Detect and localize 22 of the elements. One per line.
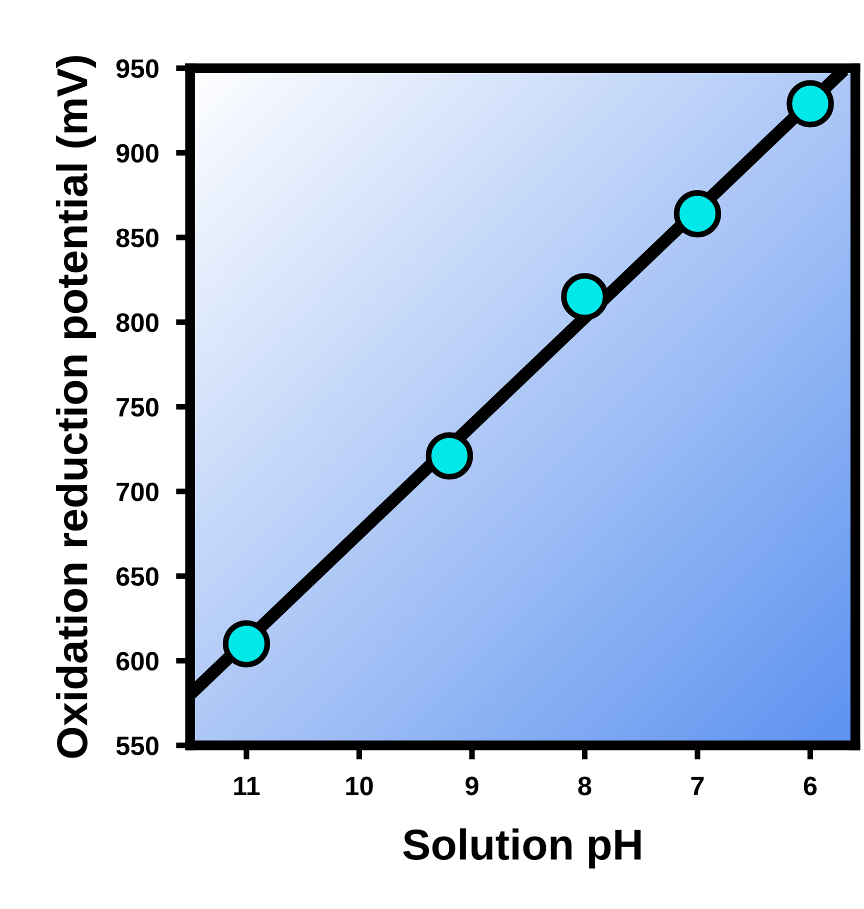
point: [674, 190, 722, 238]
x-tick-label: 7: [691, 776, 704, 796]
y-axis-title: Oxidation reduction potential (mV): [56, 56, 96, 758]
point: [222, 620, 270, 668]
y-tick-label: 550: [116, 736, 158, 756]
x-axis-title: Solution pH: [403, 828, 641, 868]
x-tick-label: 6: [804, 776, 817, 796]
y-tick-label: 900: [116, 144, 158, 163]
y-tick-label: 850: [116, 228, 158, 248]
y-tick-label: 950: [116, 59, 158, 78]
point: [426, 432, 474, 480]
y-tick-label: 750: [116, 398, 158, 417]
y-tick-label: 700: [116, 482, 158, 502]
x-tick-label: 10: [346, 776, 373, 796]
point: [561, 273, 608, 320]
x-tick-label: 9: [466, 776, 478, 796]
x-tick-label: 11: [234, 776, 260, 796]
y-tick-label: 600: [116, 652, 158, 671]
point: [786, 80, 834, 128]
y-tick-label: 800: [116, 313, 158, 332]
x-tick-label: 8: [578, 776, 592, 796]
y-tick-label: 650: [116, 567, 158, 586]
